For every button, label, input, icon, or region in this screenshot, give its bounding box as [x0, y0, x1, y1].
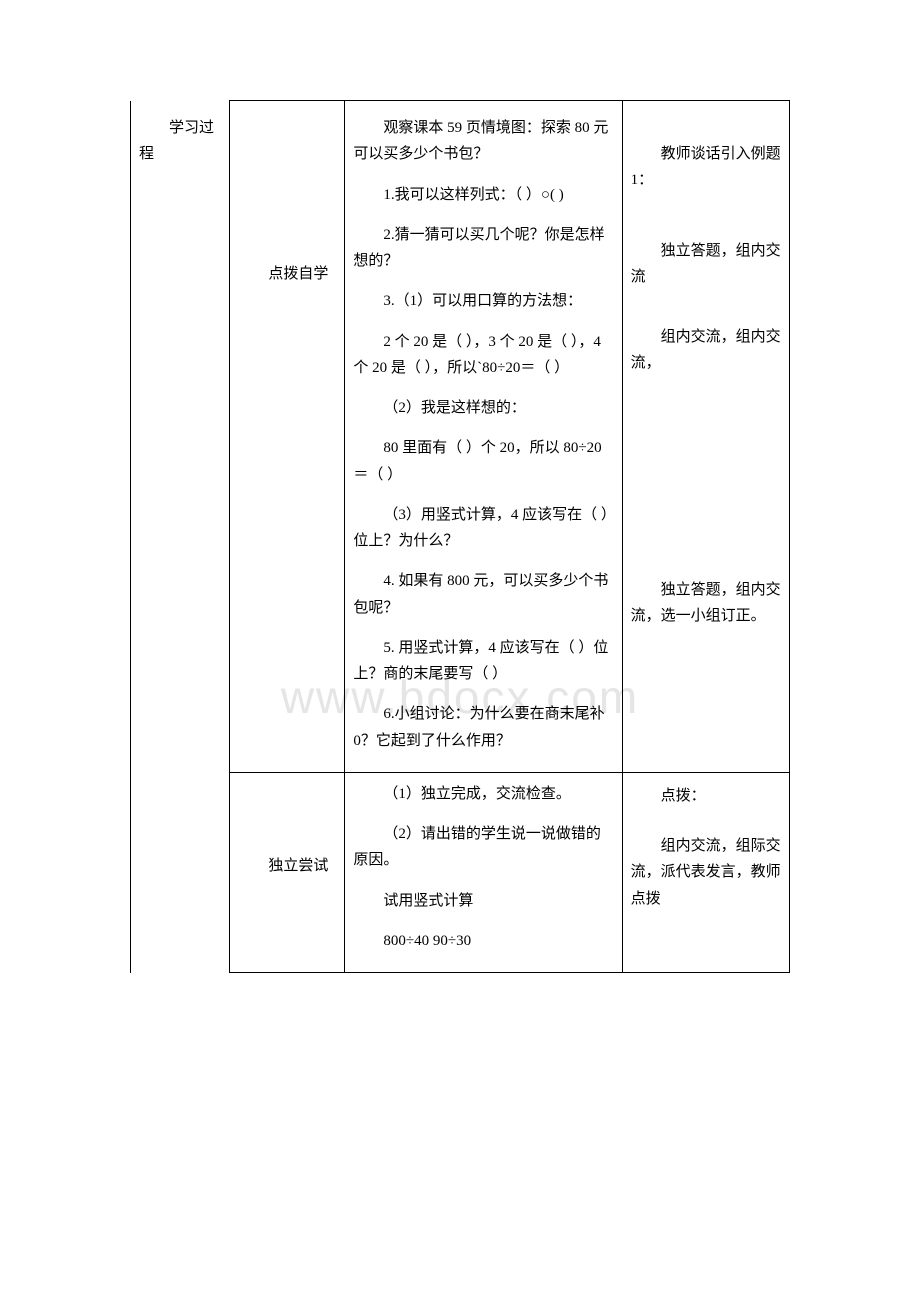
cell-learning-process: 学习过程	[131, 101, 230, 973]
content-text: （1）独立完成，交流检查。	[353, 781, 613, 807]
cell-phase-dianbo: 点拨自学	[230, 101, 345, 773]
note-text: 组内交流，组际交流，派代表发言，教师点拨	[631, 833, 781, 912]
content-text: 3.（1）可以用口算的方法想：	[353, 288, 613, 314]
note-text: 点拨：	[631, 783, 781, 809]
note-text: 教师谈话引入例题1：	[631, 141, 781, 194]
document-content: 学习过程 点拨自学 观察课本 59 页情境图：探索 80 元可以买多少个书包？ …	[130, 100, 790, 973]
cell-note-duli: 点拨： 组内交流，组际交流，派代表发言，教师点拨	[622, 772, 789, 972]
learning-process-label: 学习过程	[139, 115, 221, 168]
content-text: 5. 用竖式计算，4 应该写在（ ）位上？商的末尾要写（ ）	[353, 635, 613, 688]
content-text: 1.我可以这样列式：（ ）○( )	[353, 182, 613, 208]
phase-label: 独立尝试	[238, 853, 336, 879]
content-text: 2.猜一猜可以买几个呢？你是怎样想的？	[353, 222, 613, 275]
cell-content-dianbo: 观察课本 59 页情境图：探索 80 元可以买多少个书包？ 1.我可以这样列式：…	[345, 101, 622, 773]
content-text: 观察课本 59 页情境图：探索 80 元可以买多少个书包？	[353, 115, 613, 168]
content-text: 6.小组讨论：为什么要在商末尾补 0？它起到了什么作用？	[353, 701, 613, 754]
cell-phase-duli: 独立尝试	[230, 772, 345, 972]
content-text: 2 个 20 是（ ），3 个 20 是（ ），4 个 20 是（ ），所以`8…	[353, 329, 613, 382]
content-text: （3）用竖式计算，4 应该写在（ ）位上？为什么？	[353, 502, 613, 555]
note-text: 组内交流，组内交流，	[631, 324, 781, 377]
phase-label: 点拨自学	[238, 261, 336, 287]
table-row: 学习过程 点拨自学 观察课本 59 页情境图：探索 80 元可以买多少个书包？ …	[131, 101, 790, 773]
content-text: 4. 如果有 800 元，可以买多少个书包呢？	[353, 568, 613, 621]
note-text: 独立答题，组内交流	[631, 238, 781, 291]
table-row: 独立尝试 （1）独立完成，交流检查。 （2）请出错的学生说一说做错的原因。 试用…	[131, 772, 790, 972]
note-text: 独立答题，组内交流，选一小组订正。	[631, 577, 781, 630]
cell-note-dianbo: 教师谈话引入例题1： 独立答题，组内交流 组内交流，组内交流， 独立答题，组内交…	[622, 101, 789, 773]
content-text: （2）我是这样想的：	[353, 395, 613, 421]
content-text: 800÷40 90÷30	[353, 928, 613, 954]
content-text: 80 里面有（ ）个 20，所以 80÷20＝（ ）	[353, 435, 613, 488]
lesson-plan-table: 学习过程 点拨自学 观察课本 59 页情境图：探索 80 元可以买多少个书包？ …	[130, 100, 790, 973]
content-text: （2）请出错的学生说一说做错的原因。	[353, 821, 613, 874]
cell-content-duli: （1）独立完成，交流检查。 （2）请出错的学生说一说做错的原因。 试用竖式计算 …	[345, 772, 622, 972]
content-text: 试用竖式计算	[353, 888, 613, 914]
